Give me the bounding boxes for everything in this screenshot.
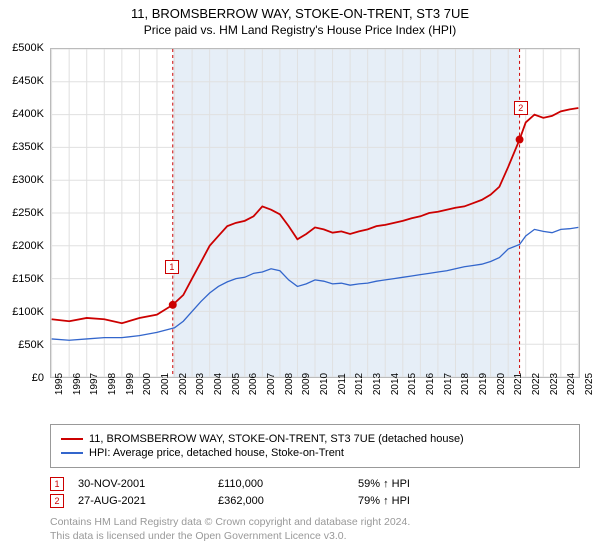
footer-line2: This data is licensed under the Open Gov…: [50, 530, 580, 544]
x-tick-label: 2005: [231, 373, 242, 395]
x-tick-label: 2022: [531, 373, 542, 395]
transaction-row: 2 27-AUG-2021 £362,000 79% ↑ HPI: [50, 494, 580, 508]
transaction-points: 1 30-NOV-2001 £110,000 59% ↑ HPI 2 27-AUG…: [50, 468, 580, 517]
y-tick-label: £0: [32, 372, 44, 384]
x-tick-label: 2002: [178, 373, 189, 395]
x-tick-label: 2014: [390, 373, 401, 395]
x-tick-label: 2008: [284, 373, 295, 395]
y-tick-label: £250K: [12, 207, 44, 219]
x-tick-label: 2001: [160, 373, 171, 395]
legend: 11, BROMSBERROW WAY, STOKE-ON-TRENT, ST3…: [50, 424, 580, 468]
x-tick-label: 1995: [54, 373, 65, 395]
x-tick-label: 1996: [72, 373, 83, 395]
marker-badge-2: 2: [514, 101, 528, 115]
x-tick-label: 2013: [372, 373, 383, 395]
y-tick-label: £350K: [12, 141, 44, 153]
y-tick-label: £150K: [12, 273, 44, 285]
x-tick-label: 2025: [584, 373, 595, 395]
x-tick-label: 1999: [125, 373, 136, 395]
transaction-price: £362,000: [218, 495, 358, 507]
x-tick-label: 2009: [301, 373, 312, 395]
x-tick-label: 2011: [337, 373, 348, 395]
x-tick-label: 2024: [566, 373, 577, 395]
x-tick-label: 1998: [107, 373, 118, 395]
x-tick-label: 2020: [496, 373, 507, 395]
x-tick-label: 2004: [213, 373, 224, 395]
chart-svg: [50, 48, 580, 378]
y-tick-label: £200K: [12, 240, 44, 252]
x-tick-label: 2017: [443, 373, 454, 395]
legend-item: 11, BROMSBERROW WAY, STOKE-ON-TRENT, ST3…: [61, 433, 569, 445]
legend-item: HPI: Average price, detached house, Stok…: [61, 447, 569, 459]
transaction-row: 1 30-NOV-2001 £110,000 59% ↑ HPI: [50, 477, 580, 491]
x-tick-label: 2000: [142, 373, 153, 395]
title-subtitle: Price paid vs. HM Land Registry's House …: [0, 23, 600, 37]
x-tick-label: 2021: [513, 373, 524, 395]
transaction-price: £110,000: [218, 478, 358, 490]
transaction-badge: 2: [50, 494, 64, 508]
chart-plot-area: 12: [50, 48, 580, 378]
x-tick-label: 2012: [354, 373, 365, 395]
y-tick-label: £50K: [18, 339, 44, 351]
y-axis-labels: £0£50K£100K£150K£200K£250K£300K£350K£400…: [0, 48, 48, 378]
y-tick-label: £450K: [12, 75, 44, 87]
x-tick-label: 2007: [266, 373, 277, 395]
marker-badge-1: 1: [165, 260, 179, 274]
x-tick-label: 2003: [195, 373, 206, 395]
x-tick-label: 1997: [89, 373, 100, 395]
footer-line1: Contains HM Land Registry data © Crown c…: [50, 516, 580, 530]
transaction-delta: 59% ↑ HPI: [358, 478, 498, 490]
x-tick-label: 2010: [319, 373, 330, 395]
x-tick-label: 2006: [248, 373, 259, 395]
y-tick-label: £300K: [12, 174, 44, 186]
x-tick-label: 2015: [407, 373, 418, 395]
x-axis-labels: 1995199619971998199920002001200220032004…: [50, 380, 580, 420]
x-tick-label: 2023: [549, 373, 560, 395]
y-tick-label: £400K: [12, 108, 44, 120]
transaction-date: 30-NOV-2001: [78, 478, 218, 490]
title-address: 11, BROMSBERROW WAY, STOKE-ON-TRENT, ST3…: [0, 6, 600, 21]
transaction-badge: 1: [50, 477, 64, 491]
x-tick-label: 2016: [425, 373, 436, 395]
transaction-delta: 79% ↑ HPI: [358, 495, 498, 507]
footer-attribution: Contains HM Land Registry data © Crown c…: [50, 516, 580, 543]
y-tick-label: £500K: [12, 42, 44, 54]
y-tick-label: £100K: [12, 306, 44, 318]
x-tick-label: 2019: [478, 373, 489, 395]
transaction-date: 27-AUG-2021: [78, 495, 218, 507]
x-tick-label: 2018: [460, 373, 471, 395]
